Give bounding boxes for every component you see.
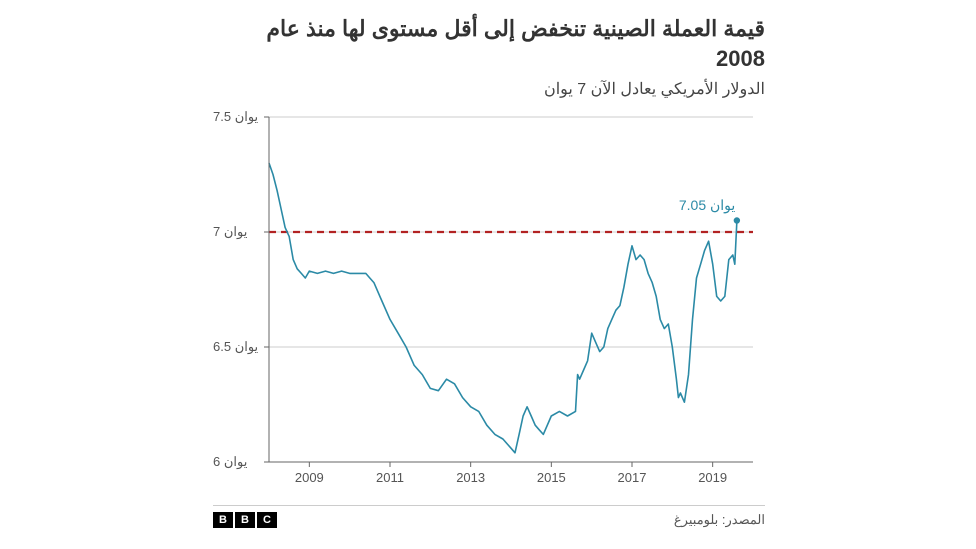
- source-text: المصدر: بلومبيرغ: [674, 512, 765, 528]
- line-chart-svg: [213, 107, 765, 497]
- x-tick-label: 2017: [618, 470, 647, 485]
- x-tick-label: 2011: [376, 470, 404, 485]
- y-tick-label: 7.5 يوان: [213, 109, 261, 125]
- bbc-block-2: B: [235, 512, 255, 528]
- y-tick-label: 6 يوان: [213, 454, 261, 470]
- bbc-block-1: B: [213, 512, 233, 528]
- x-tick-label: 2009: [295, 470, 324, 485]
- x-tick-label: 2015: [537, 470, 566, 485]
- chart-subtitle: الدولار الأمريكي يعادل الآن 7 يوان: [213, 79, 765, 99]
- y-tick-label: 7 يوان: [213, 224, 261, 240]
- x-tick-label: 2019: [698, 470, 727, 485]
- chart-title: قيمة العملة الصينية تنخفض إلى أقل مستوى …: [213, 14, 765, 73]
- bbc-block-3: C: [257, 512, 277, 528]
- y-tick-label: 6.5 يوان: [213, 339, 261, 355]
- x-tick-label: 2013: [456, 470, 485, 485]
- end-annotation: 7.05 يوان: [679, 197, 735, 214]
- chart-area: 6 يوان 6.5 يوان 7 يوان 7.5 يوان 2009 2011 201…: [213, 107, 765, 497]
- bbc-logo: B B C: [213, 512, 277, 528]
